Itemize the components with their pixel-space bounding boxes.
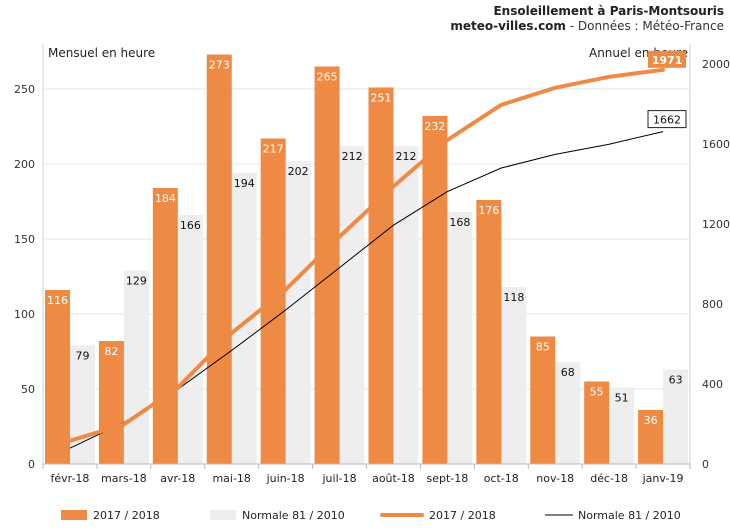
bars <box>45 54 689 464</box>
bar-label-2017-2018: 36 <box>644 414 658 427</box>
x-tick-label: déc-18 <box>590 472 628 485</box>
left-tick-label: 50 <box>21 383 35 396</box>
bar-normale <box>70 345 95 464</box>
bar-2017-2018 <box>314 66 340 464</box>
legend-swatch-bar-normale <box>210 510 236 520</box>
bar-normale <box>339 146 365 464</box>
cumulative-line-2017-2018 <box>67 67 666 443</box>
right-tick-label: 400 <box>702 378 723 391</box>
data-labels: 116 79 82 129 184 166 273 194 217 202 265 212 251 212… <box>47 50 687 427</box>
right-tick-label: 1600 <box>702 138 730 151</box>
chart-title: Ensoleillement à Paris-Montsouris <box>493 4 724 18</box>
source-rest: - Données : Météo-France <box>566 19 724 33</box>
end-label-2017-2018: 1971 <box>652 54 683 67</box>
legend-label-bar-2017-2018: 2017 / 2018 <box>93 509 160 522</box>
bar-2017-2018 <box>530 336 556 464</box>
bar-label-normale: 212 <box>396 150 417 163</box>
source-site: meteo-villes.com <box>450 19 566 33</box>
cumulative-lines <box>67 67 666 449</box>
chart-source: meteo-villes.com - Données : Météo-Franc… <box>450 19 724 33</box>
x-tick-label: févr-18 <box>50 472 89 485</box>
x-tick-label: avr-18 <box>160 472 195 485</box>
bar-label-normale: 194 <box>234 177 255 190</box>
bar-normale <box>285 161 311 464</box>
bar-normale <box>123 270 149 464</box>
bar-label-normale: 63 <box>669 374 683 387</box>
x-tick-label: oct-18 <box>484 472 519 485</box>
bar-2017-2018 <box>98 341 124 464</box>
right-tick-label: 1200 <box>702 218 730 231</box>
bar-label-normale: 79 <box>76 350 90 363</box>
right-tick-label: 800 <box>702 298 723 311</box>
bar-label-2017-2018: 265 <box>317 71 338 84</box>
legend-label-line-normale: Normale 81 / 2010 <box>578 509 681 522</box>
bar-label-2017-2018: 82 <box>104 345 118 358</box>
bar-label-2017-2018: 116 <box>47 294 68 307</box>
x-tick-label: sept-18 <box>426 472 468 485</box>
bar-label-2017-2018: 184 <box>155 192 176 205</box>
bar-label-normale: 202 <box>288 165 309 178</box>
bar-label-2017-2018: 232 <box>424 120 445 133</box>
bar-normale <box>501 287 527 464</box>
x-tick-label: juin-18 <box>266 472 305 485</box>
legend-label-bar-normale: Normale 81 / 2010 <box>242 509 345 522</box>
x-tick-label: janv-19 <box>642 472 684 485</box>
bar-2017-2018 <box>152 188 178 464</box>
bar-2017-2018 <box>476 200 502 464</box>
bar-normale <box>555 362 581 464</box>
right-tick-label: 2000 <box>702 58 730 71</box>
end-label-box-normale <box>647 110 687 129</box>
bar-2017-2018 <box>368 87 394 464</box>
bar-label-normale: 166 <box>180 219 201 232</box>
left-tick-label: 150 <box>14 233 35 246</box>
gridlines <box>42 44 691 464</box>
left-tick-label: 100 <box>14 308 35 321</box>
legend-swatch-bar-2017-2018 <box>61 510 87 520</box>
end-label-box-2017-2018 <box>648 50 686 68</box>
bar-normale <box>231 173 257 464</box>
bar-label-normale: 68 <box>561 366 575 379</box>
x-tick-label: mai-18 <box>212 472 250 485</box>
left-tick-label: 250 <box>14 83 35 96</box>
bar-label-2017-2018: 273 <box>209 59 230 72</box>
end-label-normale: 1662 <box>653 114 681 127</box>
bar-2017-2018 <box>422 116 448 464</box>
bar-normale <box>663 369 689 464</box>
left-tick-label: 0 <box>28 458 35 471</box>
bar-label-normale: 51 <box>615 392 629 405</box>
bar-normale <box>609 387 635 464</box>
bar-normale <box>447 212 473 464</box>
x-tick-label: août-18 <box>372 472 415 485</box>
left-axis-title: Mensuel en heure <box>48 46 155 60</box>
bar-label-2017-2018: 176 <box>478 204 499 217</box>
bar-2017-2018 <box>584 381 610 464</box>
left-tick-label: 200 <box>14 158 35 171</box>
bar-normale <box>177 215 203 464</box>
bar-2017-2018 <box>638 410 664 464</box>
legend: 2017 / 2018 Normale 81 / 2010 2017 / 2018 N… <box>61 509 681 522</box>
bar-label-normale: 168 <box>449 216 470 229</box>
bar-label-2017-2018: 85 <box>536 341 550 354</box>
bar-label-2017-2018: 55 <box>590 386 604 399</box>
bar-label-2017-2018: 217 <box>263 143 284 156</box>
bar-label-2017-2018: 251 <box>371 92 392 105</box>
bar-2017-2018 <box>45 290 70 464</box>
bar-normale <box>393 146 419 464</box>
bar-label-normale: 129 <box>126 275 147 288</box>
x-tick-label: nov-18 <box>536 472 574 485</box>
bar-label-normale: 212 <box>342 150 363 163</box>
right-tick-label: 0 <box>702 458 709 471</box>
x-tick-label: juil-18 <box>321 472 356 485</box>
x-tick-label: mars-18 <box>101 472 147 485</box>
legend-label-line-2017-2018: 2017 / 2018 <box>429 509 496 522</box>
bar-2017-2018 <box>206 54 232 464</box>
axes: 0 50 100 150 200 250 0 400 800 1200 1600 2000 févr-1… <box>14 58 730 485</box>
bar-label-normale: 118 <box>503 291 524 304</box>
